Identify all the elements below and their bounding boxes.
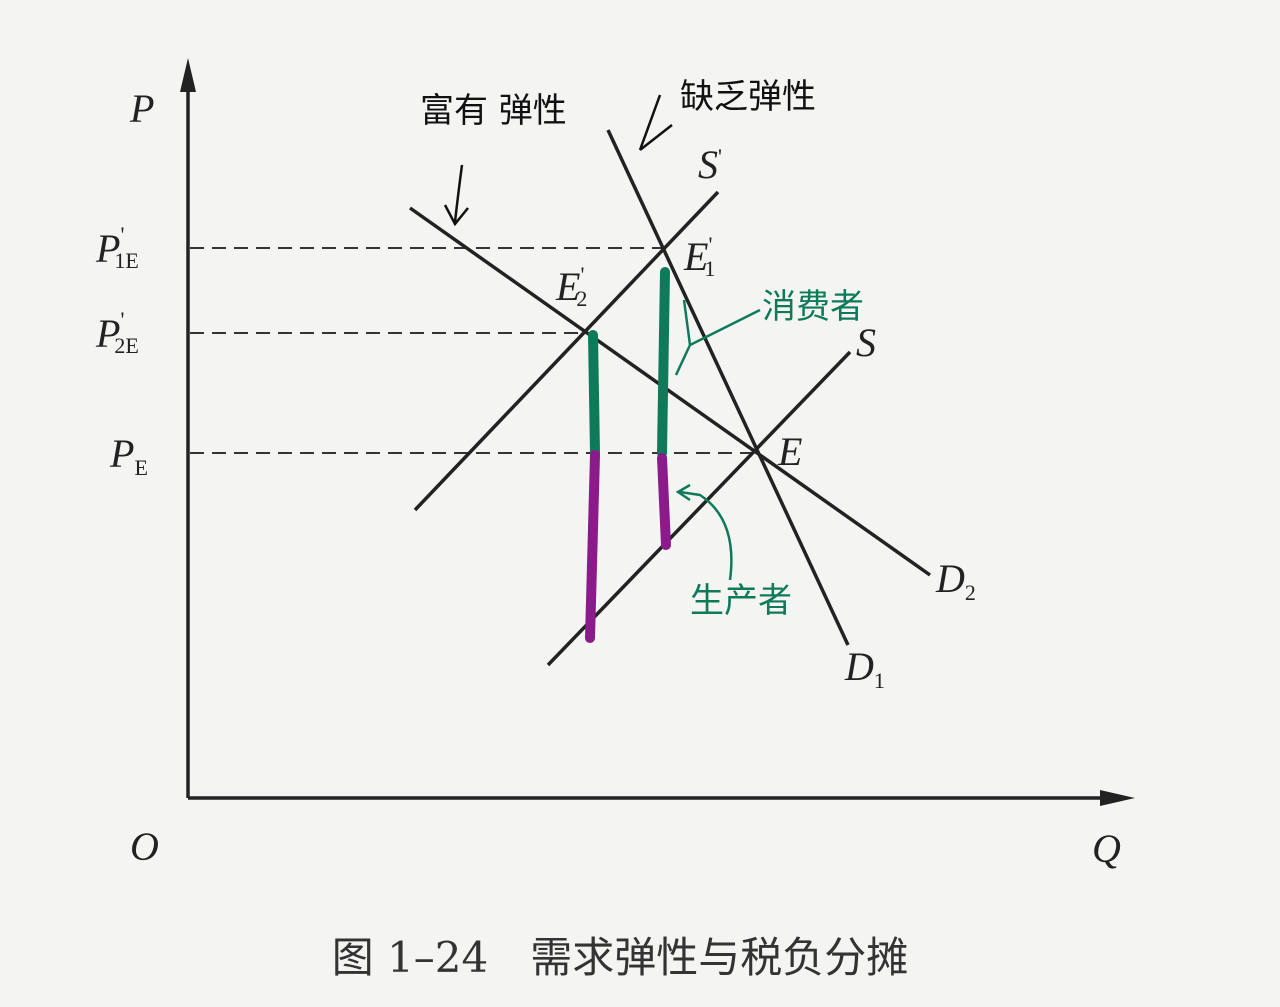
annotation-arrow	[638, 94, 673, 151]
label-part: P	[95, 226, 120, 271]
label-part: 1E	[114, 248, 138, 273]
supply-curve-shifted	[413, 190, 720, 512]
y-axis-label: P	[129, 86, 154, 131]
producer-burden	[585, 450, 600, 643]
consumer-burden	[588, 330, 600, 458]
label-part: '	[708, 232, 712, 257]
point-label: E' 2	[555, 262, 587, 311]
origin-label: O	[130, 824, 159, 869]
annotation-arrow	[443, 164, 469, 227]
label-part: '	[580, 262, 584, 287]
label-part: '	[120, 307, 124, 332]
point-label: E' 1	[683, 232, 715, 281]
demand-curve-elastic	[408, 206, 932, 577]
label-part: E	[683, 234, 708, 279]
label-part: 1	[704, 256, 715, 281]
curve-label: D1	[844, 644, 885, 693]
label-part: 2	[576, 286, 587, 311]
x-arrow	[1100, 790, 1135, 806]
label-part: '	[718, 144, 722, 169]
curve-label: S	[856, 320, 876, 365]
label-part: S	[698, 142, 718, 187]
demand-curve-inelastic	[606, 129, 850, 646]
label-part: 2	[965, 580, 976, 605]
price-label: PE	[109, 431, 148, 480]
label-part: 1	[874, 668, 885, 693]
annotation: 生产者	[690, 581, 792, 621]
caption: 图 1–24 需求弹性与税负分摊	[332, 933, 909, 982]
annotation: 缺乏弹性	[680, 77, 816, 117]
label-part: E	[555, 264, 580, 309]
label-part: '	[120, 222, 124, 247]
annotation: 富有 弹性	[420, 91, 567, 131]
label-part: E	[777, 429, 802, 474]
label-part: S	[856, 320, 876, 365]
label-part: P	[95, 311, 120, 356]
label-part: D	[844, 644, 874, 689]
curve-label: S'	[698, 142, 722, 187]
label-part: 2E	[114, 333, 138, 358]
x-axis-label: Q	[1092, 826, 1121, 871]
supply-curve	[546, 350, 852, 667]
price-label: P' 2E	[95, 307, 139, 358]
consumer-burden	[657, 267, 670, 458]
annotation: 消费者	[762, 287, 864, 327]
label-part: P	[109, 431, 134, 476]
price-label: P' 1E	[95, 222, 139, 273]
producer-burden	[657, 453, 671, 550]
label-part: D	[935, 556, 965, 601]
curve-label: D2	[935, 556, 976, 605]
y-arrow	[180, 58, 196, 92]
annotation-arrow	[675, 483, 733, 581]
point-label: E	[777, 429, 802, 474]
annotation-arrow	[674, 299, 761, 376]
label-part: E	[134, 455, 147, 480]
